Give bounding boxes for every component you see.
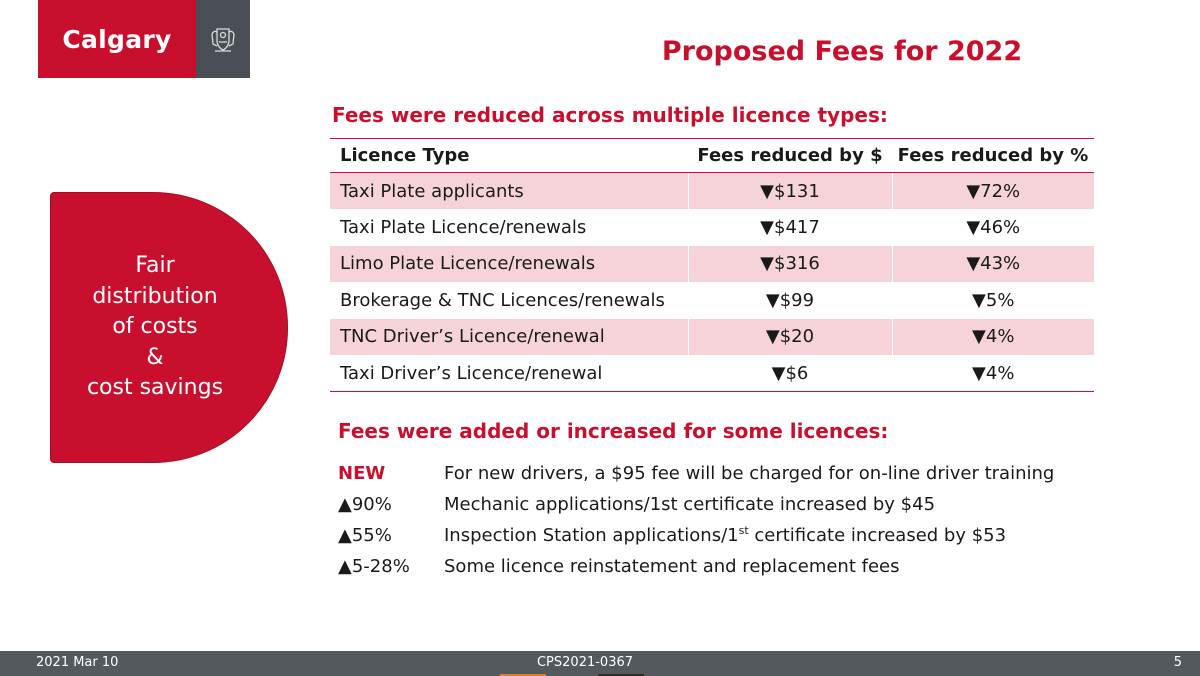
- fee-change-tag: ▲90%: [338, 494, 392, 515]
- percent-reduced-cell: ▼5%: [891, 282, 1094, 319]
- table-row: Taxi Plate applicants ▼$131 ▼72%: [330, 172, 1094, 209]
- calgary-logo: Calgary: [38, 0, 196, 78]
- licence-type-cell: Taxi Plate Licence/renewals: [340, 216, 587, 238]
- percent-reduced-cell: ▼43%: [891, 245, 1094, 282]
- fee-change-description: Mechanic applications/1st certificate in…: [444, 494, 936, 515]
- fee-change-tag: NEW: [338, 463, 386, 484]
- licence-type-cell: Taxi Plate applicants: [330, 172, 688, 209]
- page-number: 5: [1173, 655, 1182, 670]
- footer-document-code: CPS2021-0367: [536, 655, 634, 670]
- increased-fees-heading: Fees were added or increased for some li…: [338, 419, 889, 443]
- percent-reduced-cell: ▼4%: [891, 318, 1094, 355]
- slide-footer: 2021 Mar 10 CPS2021-0367 5: [0, 651, 1200, 676]
- logo-text: Calgary: [62, 24, 172, 54]
- dollars-reduced-cell: ▼$6: [687, 355, 892, 392]
- licence-type-cell: Taxi Driver’s Licence/renewal: [330, 355, 688, 392]
- percent-reduced-cell: ▼46%: [891, 209, 1094, 246]
- fee-change-description: Some licence reinstatement and replaceme…: [444, 556, 900, 577]
- list-item: ▲90% Mechanic applications/1st certifica…: [338, 489, 1098, 520]
- dollars-reduced-cell: ▼$131: [687, 172, 892, 209]
- list-item: ▲5-28% Some licence reinstatement and re…: [338, 551, 1098, 582]
- description-text: certificate increased by $53: [748, 525, 1007, 546]
- increased-fees-list: NEW For new drivers, a $95 fee will be c…: [338, 458, 1098, 582]
- fee-change-description: Inspection Station applications/1st cert…: [444, 525, 1006, 546]
- percent-reduced-cell: ▼4%: [891, 355, 1094, 392]
- fee-change-tag: ▲55%: [338, 525, 392, 546]
- page-title: Proposed Fees for 2022: [661, 36, 1023, 67]
- table-row: Taxi Driver’s Licence/renewal ▼$6 ▼4%: [330, 355, 1094, 392]
- list-item: NEW For new drivers, a $95 fee will be c…: [338, 458, 1098, 489]
- list-item: ▲55% Inspection Station applications/1st…: [338, 520, 1098, 551]
- footer-accent-line: [598, 674, 644, 676]
- percent-reduced-cell: ▼72%: [891, 172, 1094, 209]
- footer-accent-line: [500, 674, 546, 676]
- table-row: TNC Driver’s Licence/renewal ▼$20 ▼4%: [330, 318, 1094, 355]
- column-header-dollars: Fees reduced by $: [688, 138, 892, 173]
- ordinal-suffix: st: [738, 524, 749, 537]
- dollars-reduced-cell: ▼$20: [687, 318, 892, 355]
- table-row: Limo Plate Licence/renewals ▼$316 ▼43%: [330, 245, 1094, 282]
- table-row: Brokerage & TNC Licences/renewals ▼$99 ▼…: [330, 282, 1094, 319]
- reduced-fees-heading: Fees were reduced across multiple licenc…: [332, 103, 888, 127]
- column-header-licence-type: Licence Type: [330, 138, 688, 173]
- badge-text: Fair distribution of costs & cost saving…: [86, 253, 224, 401]
- fair-distribution-badge: Fair distribution of costs & cost saving…: [50, 192, 288, 463]
- licence-type-cell: Brokerage & TNC Licences/renewals: [340, 289, 665, 311]
- city-crest-icon: [196, 0, 250, 78]
- footer-date: 2021 Mar 10: [36, 655, 119, 670]
- table-header-row: Licence Type Fees reduced by $ Fees redu…: [330, 138, 1094, 173]
- dollars-reduced-cell: ▼$99: [687, 282, 892, 319]
- fee-change-tag: ▲5-28%: [338, 556, 410, 577]
- column-header-percent: Fees reduced by %: [892, 138, 1094, 173]
- licence-type-cell: TNC Driver’s Licence/renewal: [330, 318, 688, 355]
- dollars-reduced-cell: ▼$316: [687, 245, 892, 282]
- dollars-reduced-cell: ▼$417: [687, 209, 892, 246]
- description-text: Inspection Station applications/1: [444, 525, 739, 546]
- licence-type-cell: Limo Plate Licence/renewals: [330, 245, 688, 282]
- fee-change-description: For new drivers, a $95 fee will be charg…: [444, 463, 1055, 484]
- reduced-fees-table: Licence Type Fees reduced by $ Fees redu…: [330, 138, 1094, 392]
- table-row: Taxi Plate Licence/renewals ▼$417 ▼46%: [330, 209, 1094, 246]
